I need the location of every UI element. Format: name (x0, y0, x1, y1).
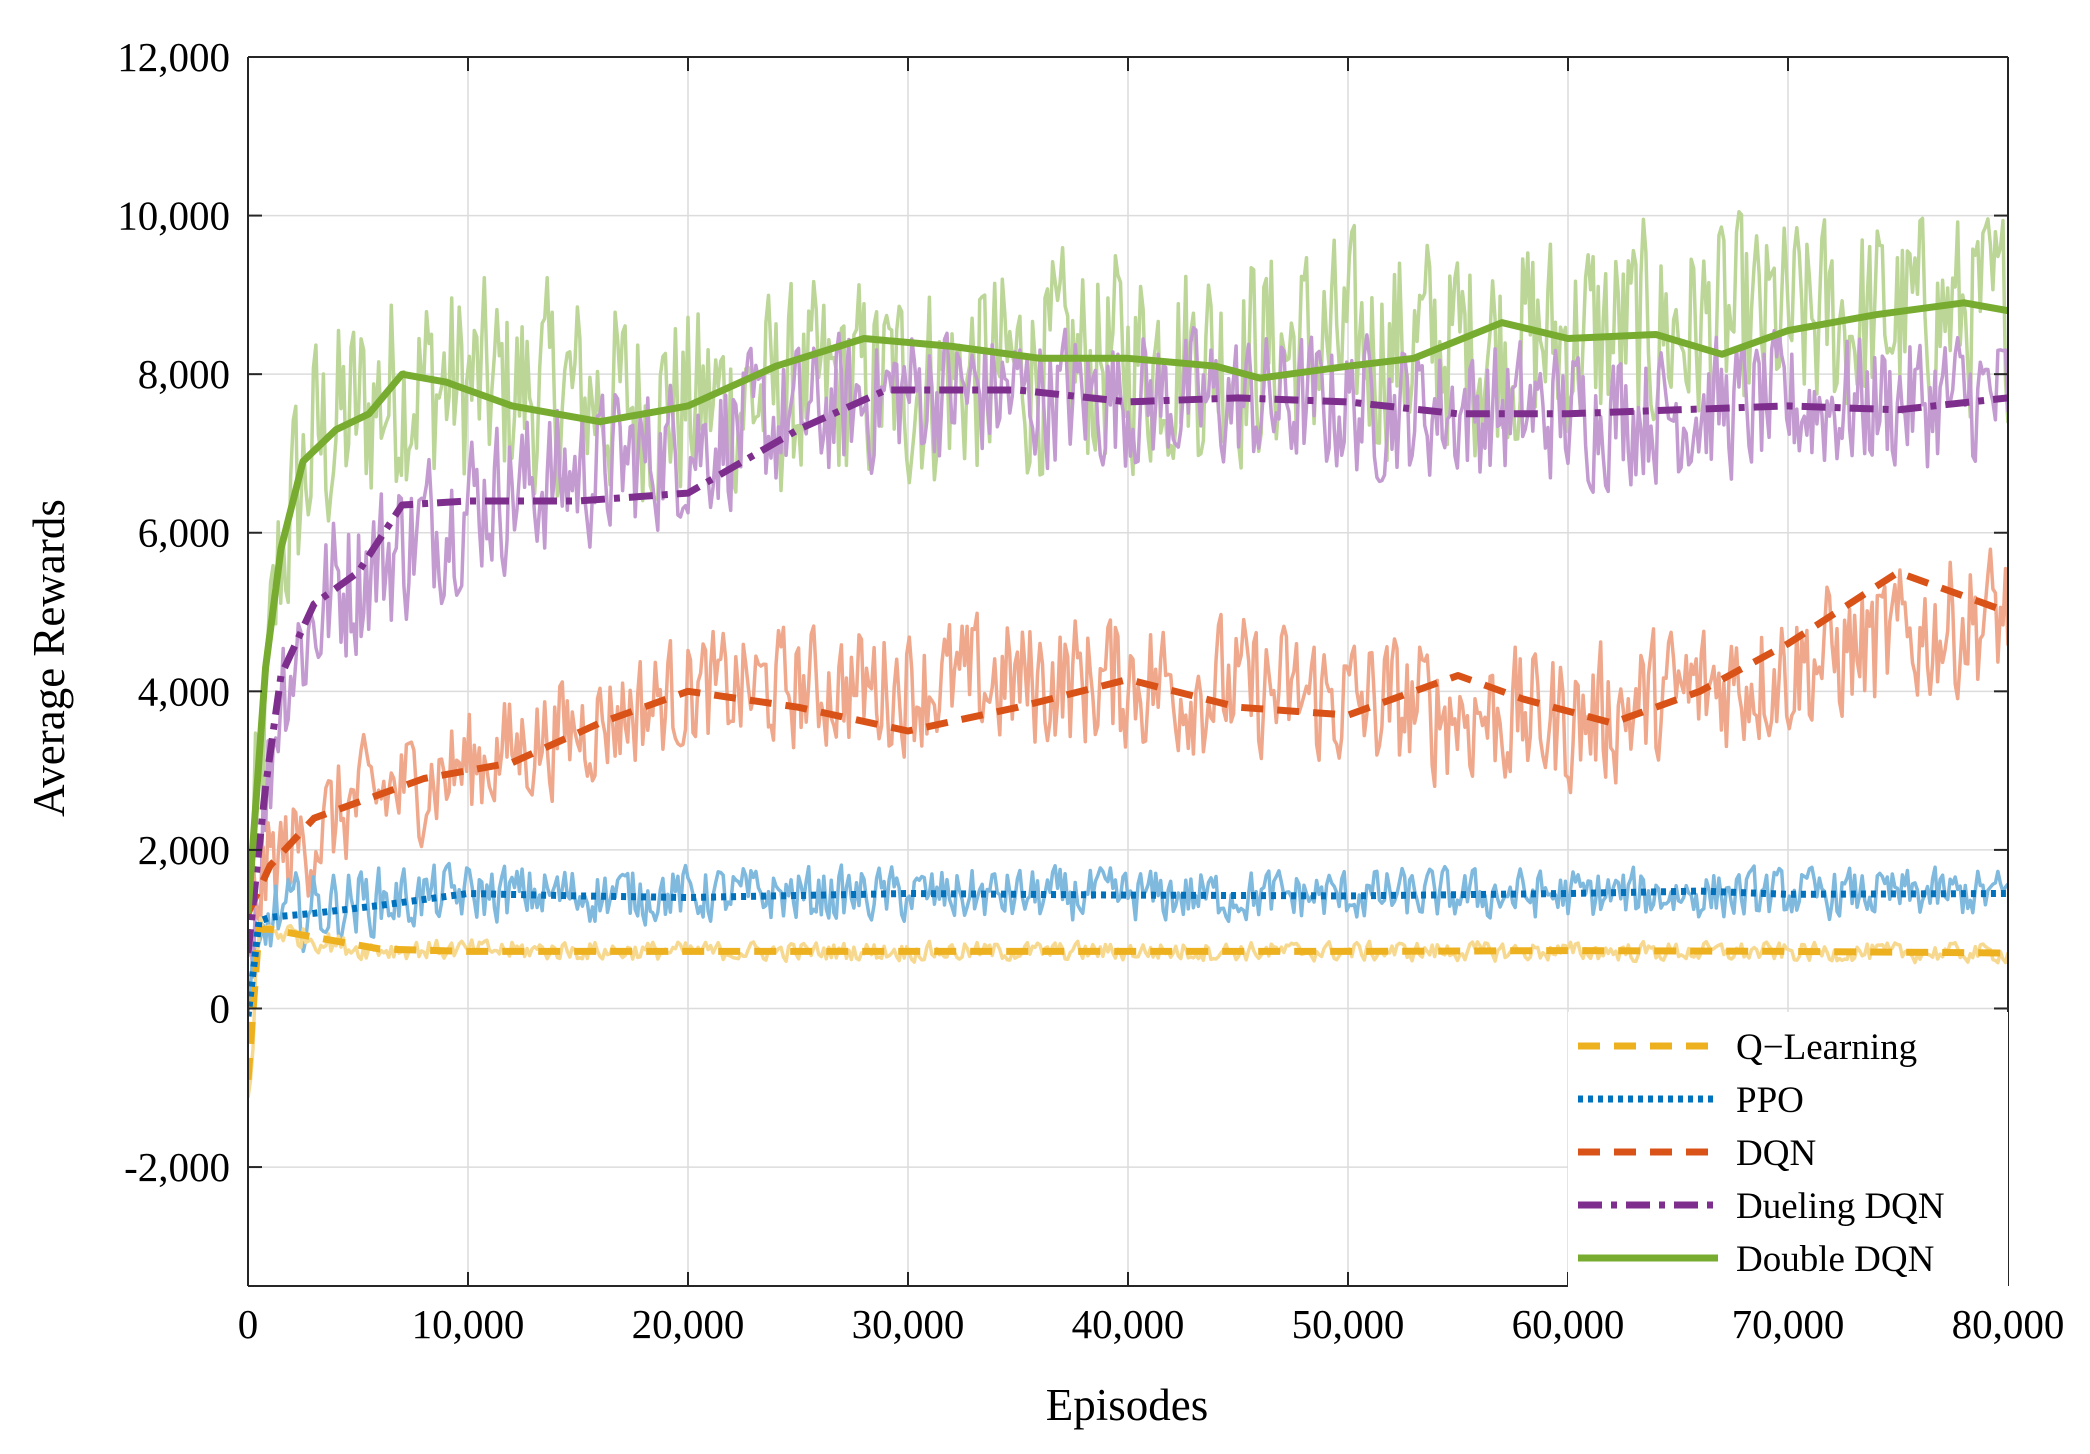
plot-area (248, 209, 2008, 1099)
legend: Q−Learning PPO DQN Dueling DQN Double DQN (1568, 1012, 2008, 1293)
y-tick-label: 2,000 (138, 827, 230, 873)
tick-labels: 0 10,000 20,000 30,000 40,000 50,000 60,000 70,… (117, 34, 2064, 1347)
legend-label-ppo: PPO (1736, 1080, 1804, 1121)
y-tick-label: 4,000 (138, 668, 230, 714)
x-tick-label: 60,000 (1512, 1301, 1625, 1347)
series-line-dqn (248, 568, 2008, 915)
x-tick-label: 30,000 (852, 1301, 965, 1347)
raw-series-dqn (248, 547, 2008, 925)
series-line-double-dqn (248, 299, 2008, 914)
x-tick-label: 80,000 (1952, 1301, 2065, 1347)
legend-label-double-dqn: Double DQN (1736, 1239, 1934, 1280)
y-axis-title: Average Rewards (24, 499, 74, 817)
x-axis-title: Episodes (1046, 1380, 1209, 1430)
x-tick-label: 70,000 (1732, 1301, 1845, 1347)
series-line-ppo (248, 887, 2008, 1017)
y-tick-label: 12,000 (117, 34, 230, 80)
series-line-q-learning (248, 925, 2008, 1081)
x-tick-label: 40,000 (1072, 1301, 1185, 1347)
x-tick-label: 20,000 (632, 1301, 745, 1347)
legend-box (1568, 1012, 2008, 1293)
legend-label-dqn: DQN (1736, 1133, 1816, 1174)
y-tick-label: -2,000 (124, 1144, 230, 1190)
y-tick-label: 10,000 (117, 193, 230, 239)
x-tick-label: 0 (238, 1301, 259, 1347)
legend-label-q-learning: Q−Learning (1736, 1027, 1917, 1068)
raw-series-dueling-dqn (248, 326, 2008, 979)
y-tick-label: 8,000 (138, 351, 230, 397)
x-tick-label: 10,000 (412, 1301, 525, 1347)
legend-label-dueling-dqn: Dueling DQN (1736, 1186, 1945, 1227)
y-tick-label: 6,000 (138, 510, 230, 556)
y-tick-label: 0 (210, 985, 231, 1031)
x-tick-label: 50,000 (1292, 1301, 1405, 1347)
raw-series-ppo (248, 861, 2008, 1014)
